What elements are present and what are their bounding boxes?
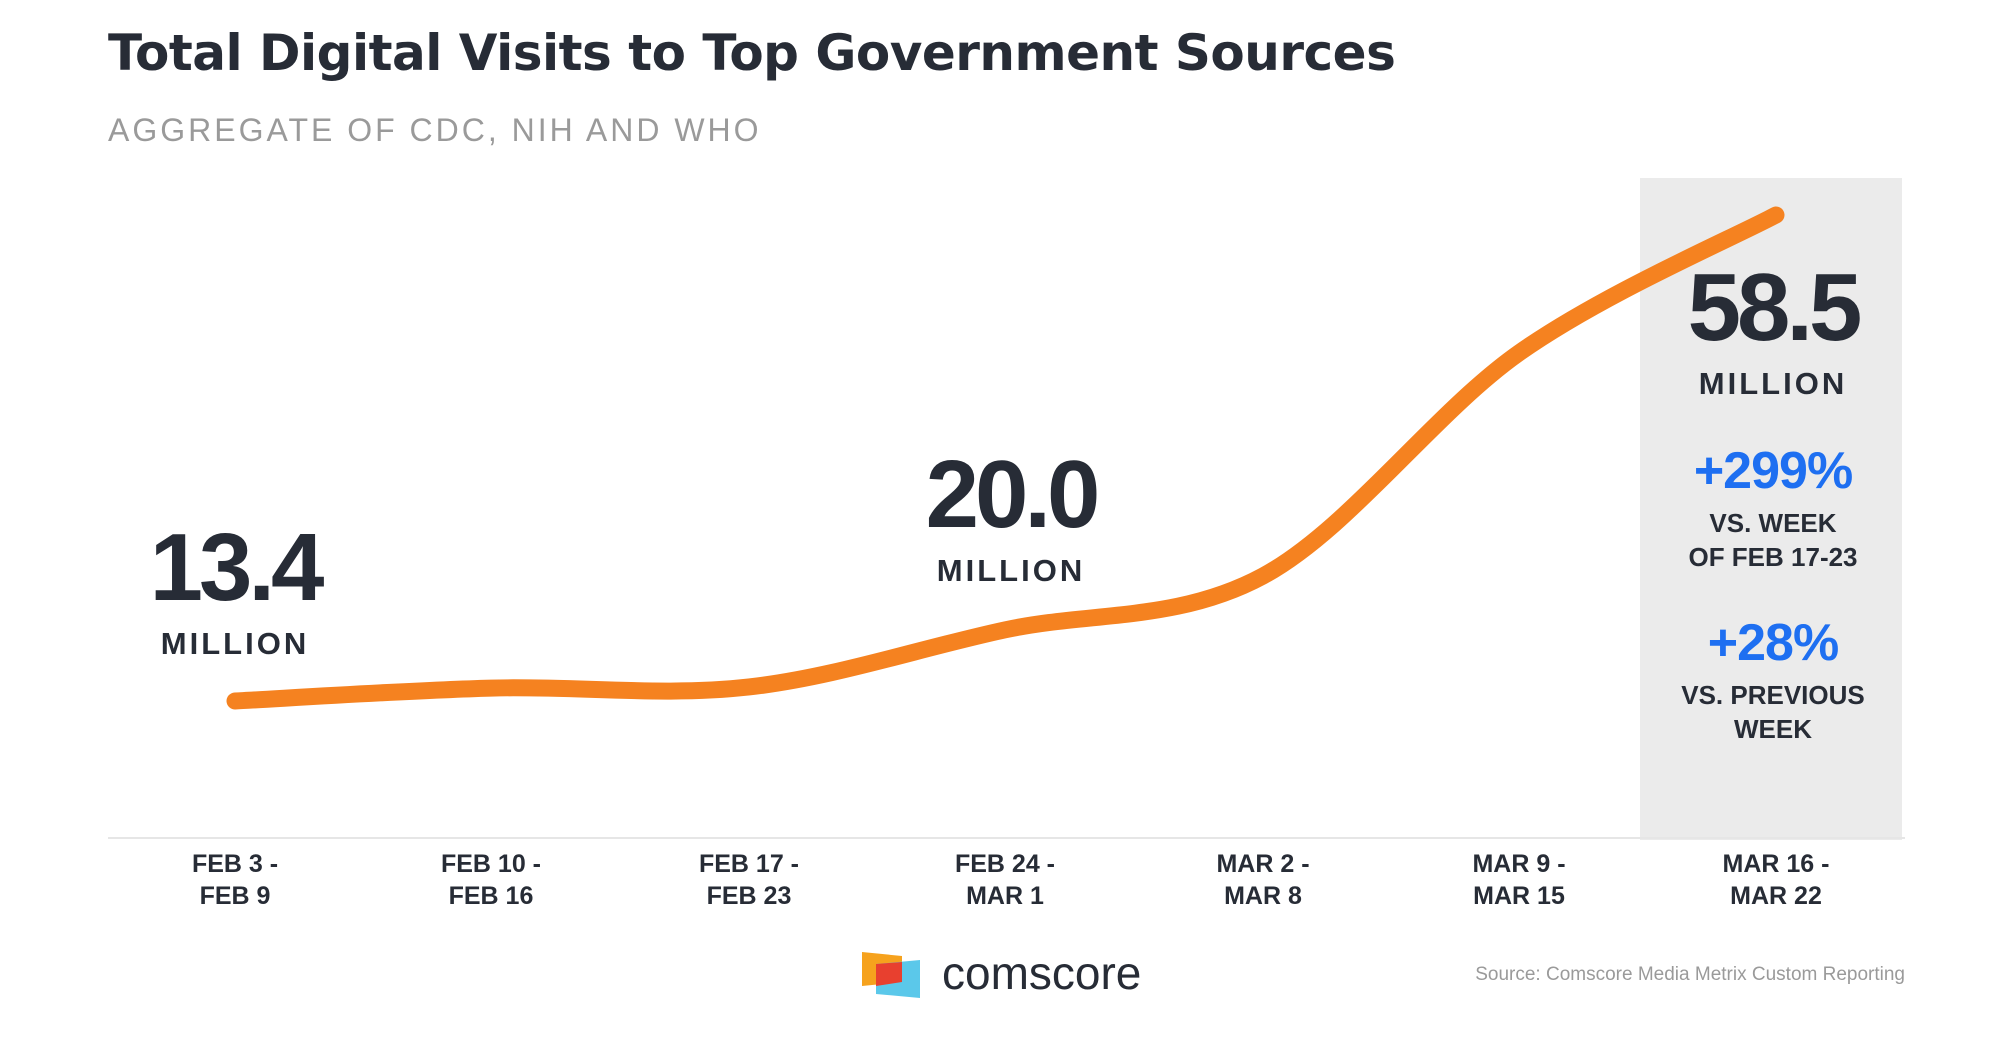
highlight-panel <box>1640 178 1902 840</box>
chart-title: Total Digital Visits to Top Government S… <box>108 24 1396 82</box>
data-label-unit: MILLION <box>1699 366 1847 401</box>
source-note: Source: Comscore Media Metrix Custom Rep… <box>1475 964 1905 985</box>
data-label-value: 58.5 <box>1688 254 1860 361</box>
x-tick-label: MAR 16 - <box>1723 850 1830 878</box>
change-note: WEEK <box>1734 714 1812 744</box>
x-tick-label: MAR 15 <box>1473 882 1565 910</box>
data-label-unit: MILLION <box>161 626 309 661</box>
x-tick-label: FEB 3 - <box>192 850 278 878</box>
change-percent: +299% <box>1694 442 1852 500</box>
x-tick-label: MAR 9 - <box>1472 850 1565 878</box>
change-note: VS. WEEK <box>1709 508 1836 538</box>
brand-name: comscore <box>942 947 1142 999</box>
change-note: VS. PREVIOUS <box>1681 680 1865 710</box>
series-line <box>226 206 1785 710</box>
comscore-logo-icon <box>862 952 920 998</box>
data-label-value: 20.0 <box>926 441 1097 548</box>
x-tick-label: FEB 24 - <box>955 850 1055 878</box>
x-tick-label: MAR 2 - <box>1216 850 1309 878</box>
change-note: OF FEB 17-23 <box>1688 542 1857 572</box>
data-label-unit: MILLION <box>937 553 1085 588</box>
x-tick-label: MAR 1 <box>966 882 1044 910</box>
x-tick-label: FEB 17 - <box>699 850 799 878</box>
x-tick-label: FEB 23 <box>707 882 792 910</box>
x-tick-label: FEB 10 - <box>441 850 541 878</box>
x-tick-label: MAR 22 <box>1730 882 1822 910</box>
data-label-value: 13.4 <box>150 514 324 621</box>
x-tick-label: FEB 9 <box>200 882 271 910</box>
x-tick-label: FEB 16 <box>449 882 534 910</box>
chart-subtitle: AGGREGATE OF CDC, NIH AND WHO <box>108 112 762 148</box>
x-tick-label: MAR 8 <box>1224 882 1302 910</box>
change-percent: +28% <box>1708 614 1838 672</box>
